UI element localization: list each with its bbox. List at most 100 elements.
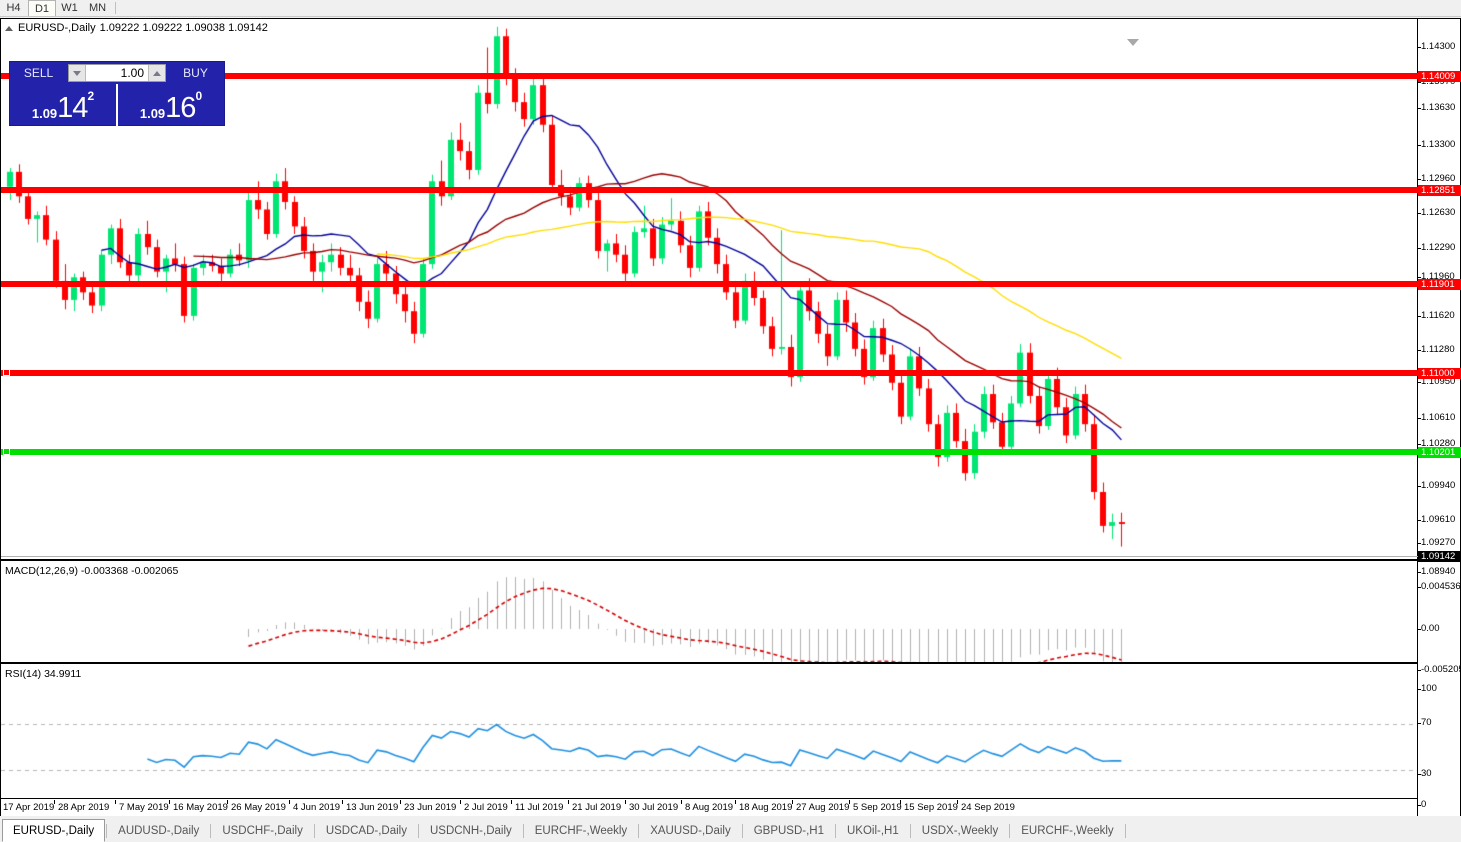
scale-tick: [1418, 520, 1421, 521]
scale-tick: [1418, 248, 1421, 249]
scale-tick: [1418, 670, 1421, 671]
level-line-1.11000[interactable]: [1, 369, 1418, 376]
time-axis-tick: [900, 800, 901, 804]
chart-tab-divider: [1124, 824, 1126, 838]
current-price-badge: 1.09142: [1418, 551, 1461, 562]
timeframe-mn[interactable]: MN: [88, 2, 107, 14]
scale-tick: [1418, 723, 1421, 724]
time-axis-label: 2 Jul 2019: [464, 802, 508, 813]
scale-tick: [1418, 179, 1421, 180]
volume-decrement-button[interactable]: [69, 65, 86, 81]
chart-tab-xauusd--daily[interactable]: XAUUSD-,Daily: [650, 825, 731, 837]
time-axis-label: 7 May 2019: [119, 802, 169, 813]
sell-button[interactable]: SELL: [23, 66, 54, 80]
time-axis-label: 21 Jul 2019: [572, 802, 622, 813]
time-axis-tick: [169, 800, 170, 804]
chart-tab-usdcnh--daily[interactable]: USDCNH-,Daily: [429, 825, 512, 837]
scale-tick: [1418, 350, 1421, 351]
chart-tab-usdx--weekly[interactable]: USDX-,Weekly: [921, 825, 999, 837]
time-axis-tick: [849, 800, 850, 804]
volume-stepper[interactable]: 1.00: [68, 64, 166, 82]
scale-tick: [1418, 47, 1421, 48]
price-pane[interactable]: EURUSD-,Daily 1.09222 1.09222 1.09038 1.…: [1, 19, 1418, 561]
chart-tab-eurchf--weekly[interactable]: EURCHF-,Weekly: [534, 825, 628, 837]
buy-price-prefix: 1.09: [139, 106, 166, 121]
time-axis-label: 15 Sep 2019: [904, 802, 958, 813]
time-axis-tick: [792, 800, 793, 804]
scale-tick: [1418, 277, 1421, 278]
chart-tab-usdchf--daily[interactable]: USDCHF-,Daily: [222, 825, 303, 837]
level-line-1.12851[interactable]: [1, 187, 1418, 193]
level-line-1.11901[interactable]: [1, 281, 1418, 287]
rsi-pane[interactable]: RSI(14) 34.9911: [1, 666, 1418, 799]
buy-quote[interactable]: 1.09 16 0: [116, 84, 224, 126]
timeframe-d1[interactable]: D1: [28, 0, 56, 16]
level-price-badge: 1.10201: [1418, 447, 1461, 458]
level-line-handle[interactable]: [3, 448, 10, 455]
volume-input[interactable]: 1.00: [86, 65, 148, 81]
collapse-triangle-icon[interactable]: [5, 25, 13, 31]
chart-tab-divider: [835, 824, 836, 838]
macd-pane[interactable]: MACD(12,26,9) -0.003368 -0.002065: [1, 563, 1418, 664]
timeframe-w1[interactable]: W1: [61, 2, 78, 14]
time-axis-label: 24 Sep 2019: [961, 802, 1015, 813]
macd-title: MACD(12,26,9) -0.003368 -0.002065: [5, 565, 179, 577]
current-price-line: [1, 556, 1418, 557]
buy-button[interactable]: BUY: [183, 66, 208, 80]
chart-tab-divider: [638, 824, 640, 838]
chart-shift-marker-icon[interactable]: [1127, 39, 1139, 46]
time-axis-tick: [342, 800, 343, 804]
scale-tick: [1418, 774, 1421, 775]
chart-tab-divider: [313, 824, 315, 838]
chart-tab-divider: [909, 824, 911, 838]
chart-tab-audusd--daily[interactable]: AUDUSD-,Daily: [118, 825, 200, 837]
chart-symbol-label: EURUSD-,Daily: [18, 22, 96, 34]
price-scale[interactable]: 1.143001.139701.136301.133001.129601.126…: [1417, 19, 1461, 816]
price-tick-label: 1.12630: [1421, 207, 1456, 218]
scale-tick: [1418, 689, 1421, 690]
chart-tab-eurchf--weekly[interactable]: EURCHF-,Weekly: [1021, 825, 1114, 837]
macd-tick-label: -0.005205: [1421, 664, 1461, 675]
level-line-1.10201[interactable]: [1, 448, 1418, 455]
chart-tab-divider: [106, 824, 108, 838]
time-axis-label: 18 Aug 2019: [739, 802, 793, 813]
candlestick-canvas: [1, 19, 1418, 559]
rsi-tick-label: 100: [1421, 683, 1437, 694]
macd-tick-label: 0.00: [1421, 623, 1440, 634]
sell-quote[interactable]: 1.09 14 2: [10, 84, 116, 126]
time-axis-tick: [227, 800, 228, 804]
chart-window[interactable]: EURUSD-,Daily 1.09222 1.09222 1.09038 1.…: [0, 18, 1461, 816]
scale-tick: [1418, 543, 1421, 544]
time-axis-tick: [460, 800, 461, 804]
time-axis-label: 17 Apr 2019: [3, 802, 55, 813]
price-tick-label: 1.11280: [1421, 344, 1455, 355]
time-axis-tick: [957, 800, 958, 804]
price-tick-label: 1.11960: [1421, 271, 1455, 282]
chart-tab-gbpusd--h1[interactable]: GBPUSD-,H1: [753, 825, 824, 837]
time-axis-tick: [735, 800, 736, 804]
time-axis-tick: [511, 800, 512, 804]
volume-increment-button[interactable]: [148, 65, 165, 81]
time-axis-label: 8 Aug 2019: [685, 802, 734, 813]
time-axis-label: 28 Apr 2019: [58, 802, 110, 813]
time-axis-label: 30 Jul 2019: [629, 802, 679, 813]
buy-price-big: 16: [165, 92, 196, 124]
scale-tick: [1418, 382, 1421, 383]
buy-price-sup: 0: [195, 89, 203, 103]
price-tick-label: 1.14300: [1421, 41, 1456, 52]
price-tick-label: 1.08940: [1421, 566, 1456, 577]
scale-tick: [1418, 629, 1421, 630]
time-axis: 17 Apr 2019 28 Apr 2019 7 May 2019 16 May 2…: [1, 800, 1418, 816]
chart-tab-divider: [417, 824, 419, 838]
one-click-trading-panel[interactable]: SELL 1.00 BUY 1.09 14: [9, 61, 225, 126]
timeframe-h4[interactable]: H4: [6, 2, 21, 14]
time-axis-label: 5 Sep 2019: [853, 802, 902, 813]
level-line-handle[interactable]: [3, 369, 10, 376]
timeframe-toolbar: H4 D1 W1 MN: [0, 0, 1461, 17]
chart-tab-ukoil--h1[interactable]: UKOil-,H1: [847, 825, 899, 837]
chart-tab-eurusd--daily[interactable]: EURUSD-,Daily: [2, 819, 106, 842]
level-line-1.14009[interactable]: [1, 73, 1418, 79]
price-tick-label: 1.10610: [1421, 412, 1456, 423]
price-tick-label: 1.13300: [1421, 139, 1456, 150]
chart-tab-usdcad--daily[interactable]: USDCAD-,Daily: [325, 825, 407, 837]
